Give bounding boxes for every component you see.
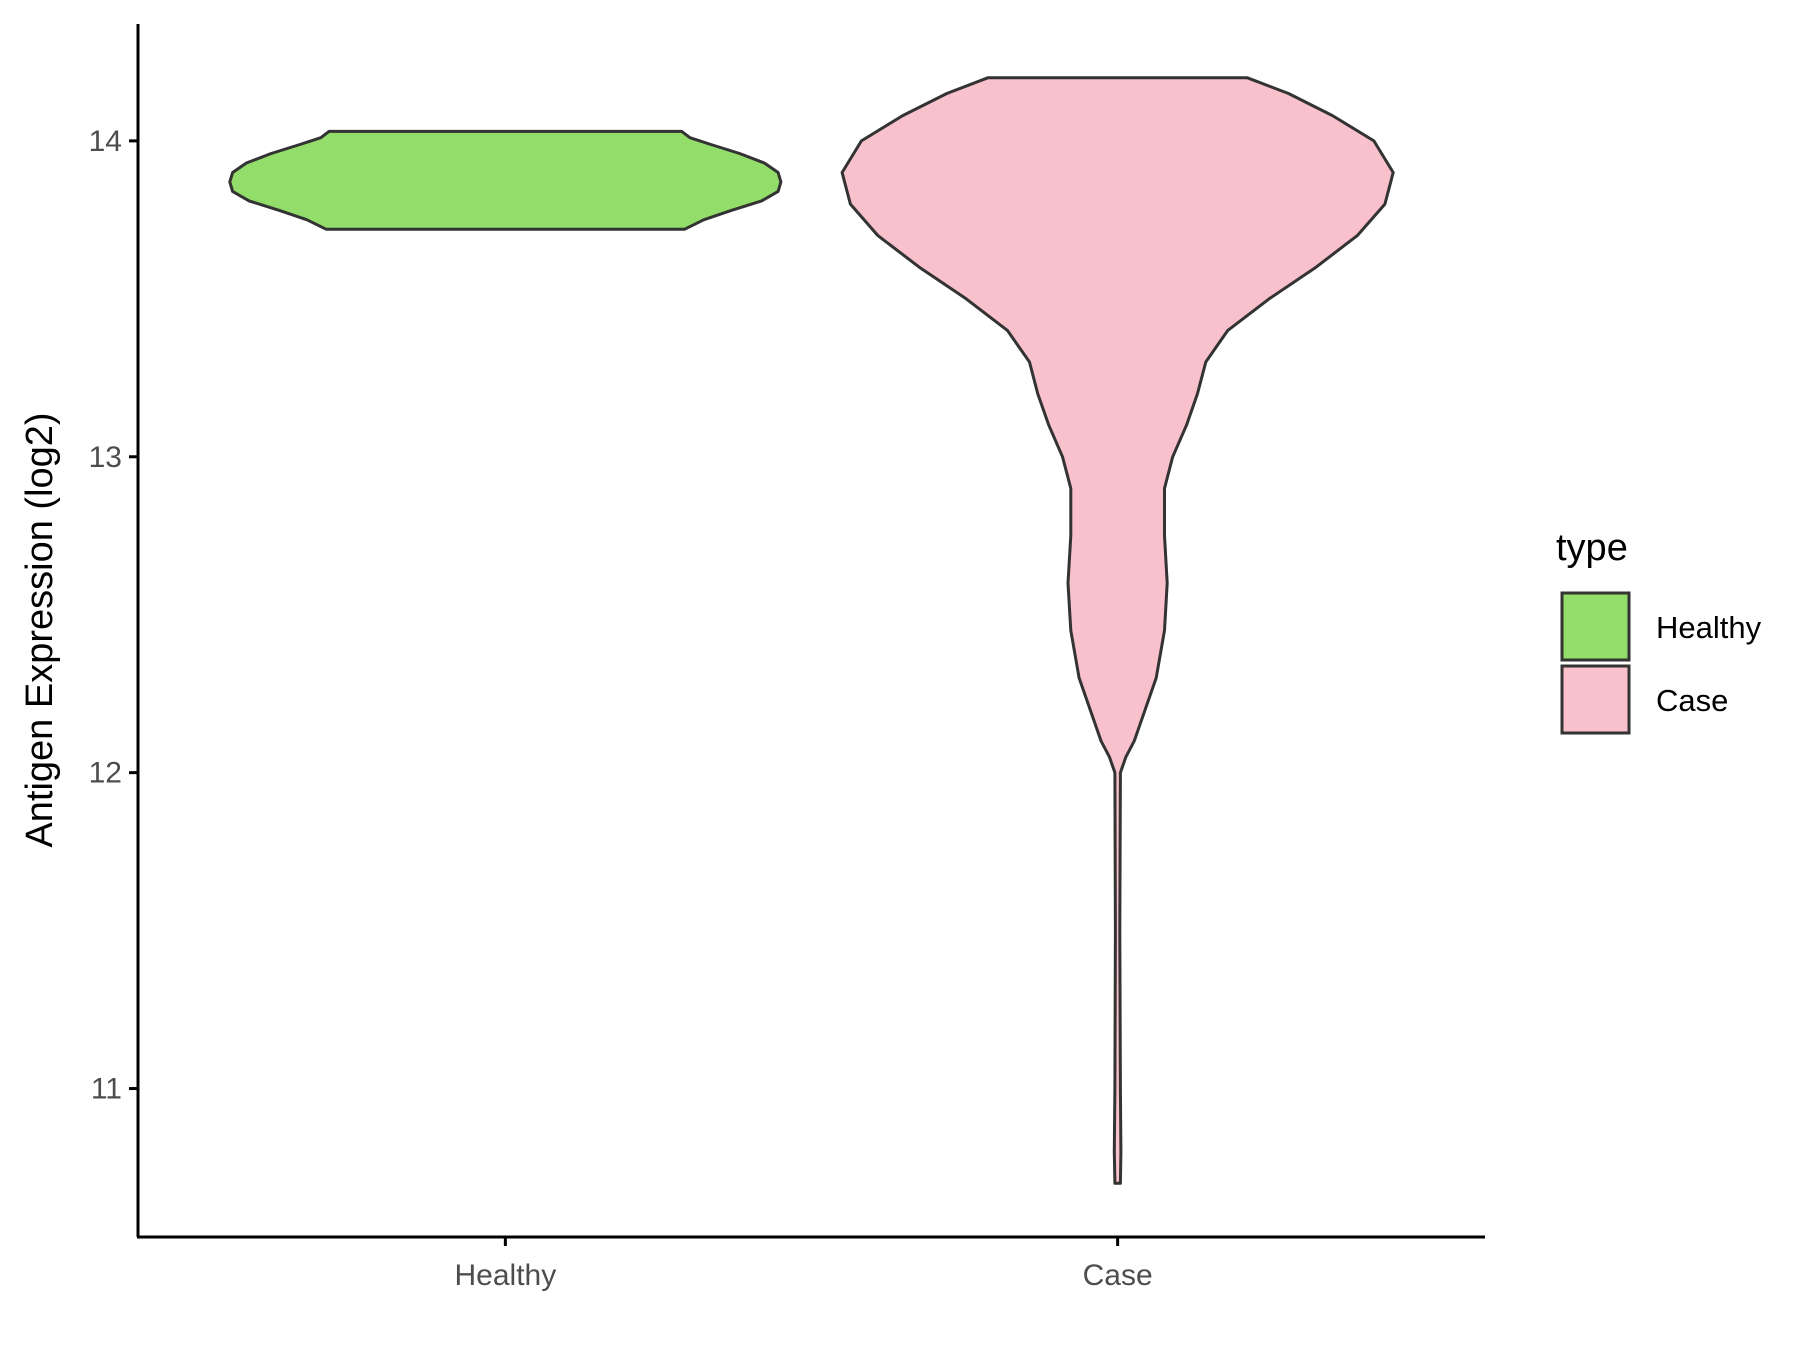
legend-swatch-case (1560, 664, 1631, 735)
legend-title: type (1556, 527, 1628, 569)
legend-label-healthy: Healthy (1656, 610, 1762, 645)
legend: type Healthy Case (1556, 527, 1762, 735)
violin-case (840, 76, 1395, 1185)
y-axis-ticks: 11 12 13 14 (89, 125, 138, 1106)
legend-swatch-healthy (1560, 591, 1631, 662)
violins-layer (228, 76, 1395, 1185)
x-axis-ticks: Healthy Case (455, 1237, 1153, 1292)
y-tick-label: 11 (91, 1073, 122, 1106)
y-tick-label: 12 (89, 757, 122, 790)
y-axis-title: Antigen Expression (log2) (19, 412, 61, 847)
legend-items: Healthy Case (1560, 591, 1762, 735)
x-tick-label: Case (1083, 1259, 1153, 1292)
y-tick-label: 13 (89, 441, 122, 474)
y-tick-label: 14 (89, 125, 122, 158)
x-tick-label: Healthy (455, 1259, 557, 1292)
violin-healthy (228, 129, 783, 231)
legend-label-case: Case (1656, 683, 1728, 718)
